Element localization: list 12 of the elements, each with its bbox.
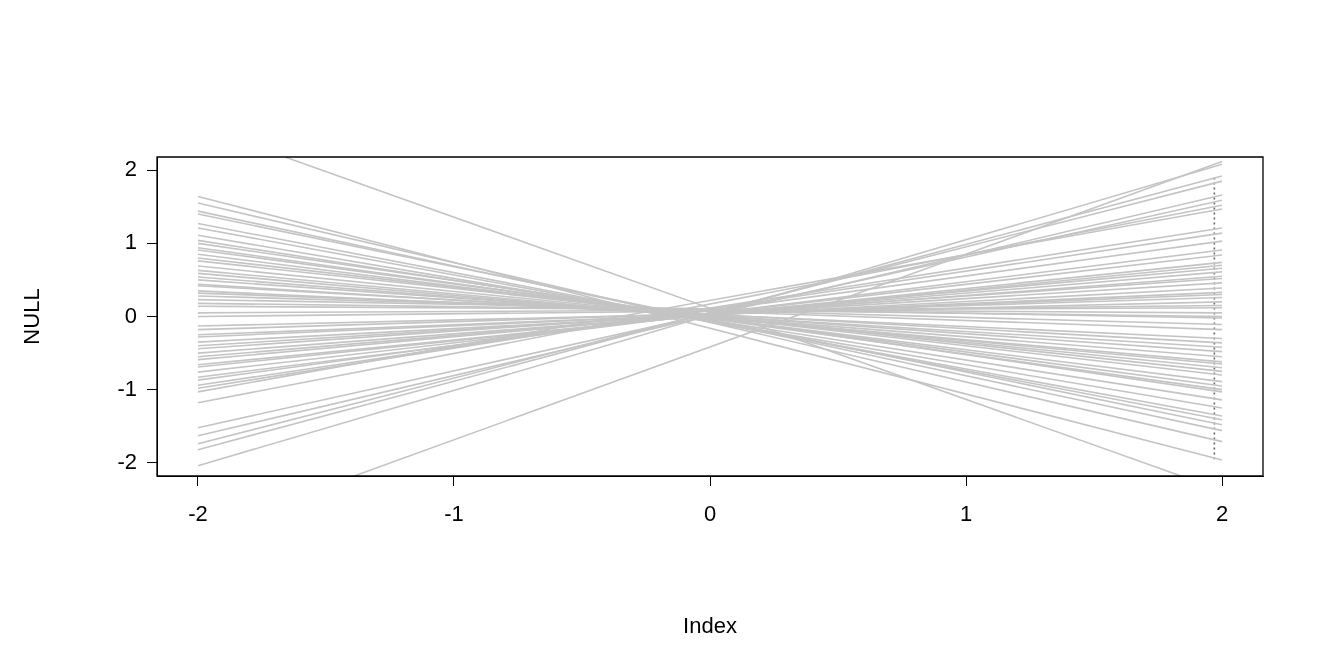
y-tick-label: 0 [124,302,137,328]
x-tick-label: -2 [188,501,208,527]
x-tick-label: 2 [1215,501,1229,527]
y-tick-label: -1 [117,375,137,401]
x-tick-label: 0 [703,501,717,527]
x-axis-title: Index [683,612,737,638]
y-tick-label: 1 [124,229,137,255]
x-tick-label: -1 [444,501,464,527]
y-tick-label: -2 [117,448,137,474]
x-tick-label: 1 [959,501,973,527]
y-axis-title: NULL [19,288,45,345]
y-tick-label: 2 [124,156,137,182]
